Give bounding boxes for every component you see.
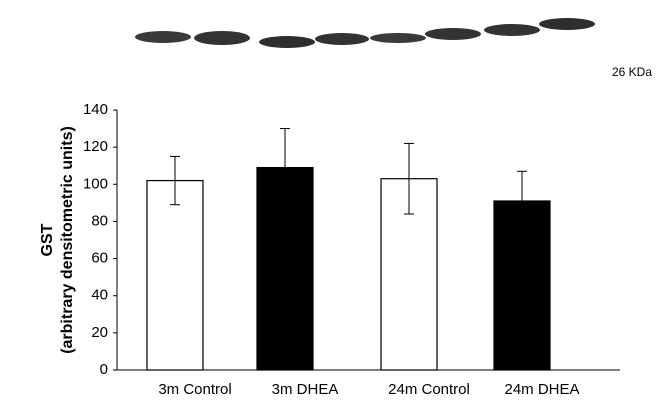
x-tick-label: 3m Control <box>158 381 231 398</box>
y-axis-label: GST <box>39 223 56 256</box>
bar <box>147 181 203 370</box>
blot-band <box>259 36 315 48</box>
y-tick-label: 120 <box>83 138 108 155</box>
page: 26 KDa GST (arbitrary densitometric unit… <box>0 0 670 403</box>
y-tick-label: 140 <box>83 101 108 118</box>
y-axis-label: (arbitrary densitometric units) <box>59 126 76 354</box>
x-tick-label: 24m Control <box>388 381 470 398</box>
y-tick-label: 80 <box>91 212 108 229</box>
blot-band <box>539 18 595 30</box>
y-tick-label: 40 <box>91 287 108 304</box>
blot-band <box>370 33 426 43</box>
y-tick-label: 20 <box>91 324 108 341</box>
x-tick-label: 24m DHEA <box>504 381 579 398</box>
blot-band <box>315 33 369 45</box>
x-tick-label: 3m DHEA <box>272 381 339 398</box>
annotation: 26 KDa <box>612 65 652 79</box>
blot-band <box>194 31 250 45</box>
y-tick-label: 100 <box>83 175 108 192</box>
chart: 26 KDa GST (arbitrary densitometric unit… <box>0 0 670 403</box>
blot-band <box>484 24 540 36</box>
y-tick-label: 60 <box>91 250 108 267</box>
blot-band <box>425 28 481 40</box>
blot-image <box>130 15 600 60</box>
y-tick-label: 0 <box>100 361 108 378</box>
blot-band <box>135 31 191 43</box>
